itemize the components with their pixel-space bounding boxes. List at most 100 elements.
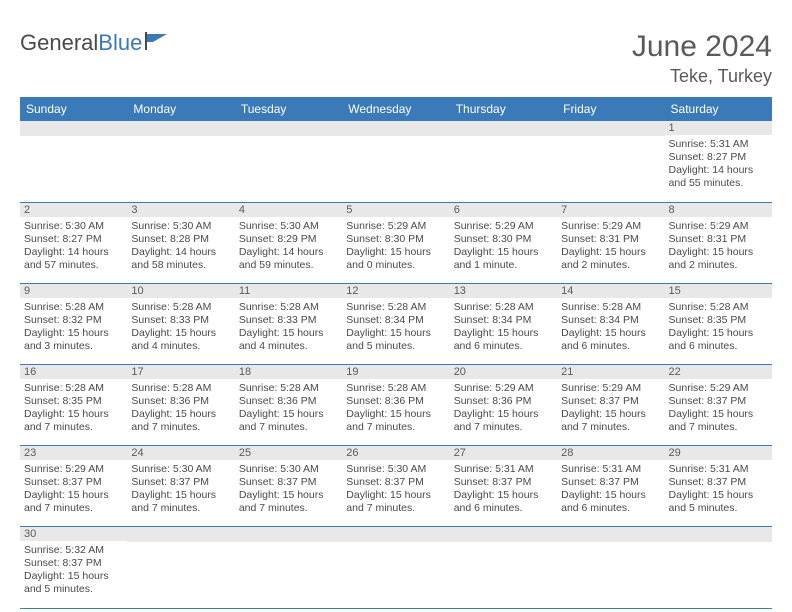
day-info: Sunrise: 5:31 AMSunset: 8:37 PMDaylight:… xyxy=(561,462,660,516)
calendar-page: GeneralBlue June 2024 Teke, Turkey Sunda… xyxy=(0,0,792,609)
day-number xyxy=(127,527,234,542)
day-content xyxy=(342,542,449,608)
day-info: Sunrise: 5:28 AMSunset: 8:33 PMDaylight:… xyxy=(131,300,230,354)
day-content xyxy=(235,542,342,608)
day-info: Sunrise: 5:29 AMSunset: 8:30 PMDaylight:… xyxy=(454,219,553,273)
calendar-row: 16 Sunrise: 5:28 AMSunset: 8:35 PMDayligh… xyxy=(20,365,772,446)
calendar-cell: 4Sunrise: 5:30 AMSunset: 8:29 PMDaylight… xyxy=(235,203,342,284)
day-info: Sunrise: 5:29 AMSunset: 8:36 PMDaylight:… xyxy=(454,381,553,435)
day-number: 27 xyxy=(450,446,557,460)
calendar-cell: 10 Sunrise: 5:28 AMSunset: 8:33 PMDayligh… xyxy=(127,284,234,365)
day-number: 2 xyxy=(20,203,127,217)
day-number: 1 xyxy=(665,121,772,135)
day-content: Sunrise: 5:31 AMSunset: 8:37 PMDaylight:… xyxy=(557,460,664,526)
calendar-cell: 25 Sunrise: 5:30 AMSunset: 8:37 PMDayligh… xyxy=(235,446,342,527)
day-info: Sunrise: 5:31 AMSunset: 8:27 PMDaylight:… xyxy=(669,137,768,191)
day-content: Sunrise: 5:32 AMSunset: 8:37 PMDaylight:… xyxy=(20,541,127,607)
day-info: Sunrise: 5:28 AMSunset: 8:32 PMDaylight:… xyxy=(24,300,123,354)
day-content: Sunrise: 5:28 AMSunset: 8:35 PMDaylight:… xyxy=(20,379,127,445)
day-number: 14 xyxy=(557,284,664,298)
day-content: Sunrise: 5:29 AMSunset: 8:31 PMDaylight:… xyxy=(557,217,664,283)
day-number: 21 xyxy=(557,365,664,379)
calendar-cell xyxy=(557,527,664,609)
day-number: 9 xyxy=(20,284,127,298)
calendar-cell xyxy=(20,121,127,203)
day-number: 29 xyxy=(665,446,772,460)
calendar-cell xyxy=(235,121,342,203)
calendar-cell xyxy=(450,121,557,203)
calendar-cell: 7 Sunrise: 5:29 AMSunset: 8:31 PMDaylight… xyxy=(557,203,664,284)
day-info: Sunrise: 5:29 AMSunset: 8:31 PMDaylight:… xyxy=(561,219,660,273)
calendar-cell xyxy=(127,527,234,609)
day-content xyxy=(450,542,557,608)
day-content: Sunrise: 5:29 AMSunset: 8:30 PMDaylight:… xyxy=(342,217,449,283)
day-info: Sunrise: 5:30 AMSunset: 8:37 PMDaylight:… xyxy=(239,462,338,516)
day-number: 5 xyxy=(342,203,449,217)
day-info: Sunrise: 5:31 AMSunset: 8:37 PMDaylight:… xyxy=(669,462,768,516)
location: Teke, Turkey xyxy=(632,66,772,87)
day-content: Sunrise: 5:31 AMSunset: 8:27 PMDaylight:… xyxy=(665,135,772,201)
calendar-cell: 11Sunrise: 5:28 AMSunset: 8:33 PMDayligh… xyxy=(235,284,342,365)
day-info: Sunrise: 5:28 AMSunset: 8:36 PMDaylight:… xyxy=(346,381,445,435)
day-info: Sunrise: 5:32 AMSunset: 8:37 PMDaylight:… xyxy=(24,543,123,597)
day-info: Sunrise: 5:28 AMSunset: 8:34 PMDaylight:… xyxy=(454,300,553,354)
day-info: Sunrise: 5:28 AMSunset: 8:34 PMDaylight:… xyxy=(346,300,445,354)
calendar-cell: 6Sunrise: 5:29 AMSunset: 8:30 PMDaylight… xyxy=(450,203,557,284)
weekday-monday: Monday xyxy=(127,97,234,121)
day-info: Sunrise: 5:30 AMSunset: 8:27 PMDaylight:… xyxy=(24,219,123,273)
day-number: 30 xyxy=(20,527,127,541)
day-info: Sunrise: 5:28 AMSunset: 8:35 PMDaylight:… xyxy=(24,381,123,435)
day-content: Sunrise: 5:30 AMSunset: 8:29 PMDaylight:… xyxy=(235,217,342,283)
day-number: 24 xyxy=(127,446,234,460)
day-content: Sunrise: 5:28 AMSunset: 8:33 PMDaylight:… xyxy=(235,298,342,364)
day-number: 22 xyxy=(665,365,772,379)
day-number: 16 xyxy=(20,365,127,379)
calendar-cell xyxy=(557,121,664,203)
calendar-cell: 3Sunrise: 5:30 AMSunset: 8:28 PMDaylight… xyxy=(127,203,234,284)
calendar-cell: 17Sunrise: 5:28 AMSunset: 8:36 PMDayligh… xyxy=(127,365,234,446)
day-info: Sunrise: 5:31 AMSunset: 8:37 PMDaylight:… xyxy=(454,462,553,516)
day-content: Sunrise: 5:28 AMSunset: 8:36 PMDaylight:… xyxy=(342,379,449,445)
calendar-cell: 26Sunrise: 5:30 AMSunset: 8:37 PMDayligh… xyxy=(342,446,449,527)
calendar-cell: 30 Sunrise: 5:32 AMSunset: 8:37 PMDayligh… xyxy=(20,527,127,609)
calendar-cell: 21Sunrise: 5:29 AMSunset: 8:37 PMDayligh… xyxy=(557,365,664,446)
title-block: June 2024 Teke, Turkey xyxy=(632,30,772,87)
day-number: 13 xyxy=(450,284,557,298)
day-number xyxy=(665,527,772,542)
calendar-cell: 12Sunrise: 5:28 AMSunset: 8:34 PMDayligh… xyxy=(342,284,449,365)
calendar-cell: 16 Sunrise: 5:28 AMSunset: 8:35 PMDayligh… xyxy=(20,365,127,446)
calendar-cell: 29 Sunrise: 5:31 AMSunset: 8:37 PMDayligh… xyxy=(665,446,772,527)
logo-text-2: Blue xyxy=(98,30,142,56)
calendar-cell xyxy=(342,527,449,609)
day-content: Sunrise: 5:28 AMSunset: 8:34 PMDaylight:… xyxy=(557,298,664,364)
day-content: Sunrise: 5:28 AMSunset: 8:35 PMDaylight:… xyxy=(665,298,772,364)
day-number xyxy=(235,121,342,136)
day-content: Sunrise: 5:31 AMSunset: 8:37 PMDaylight:… xyxy=(665,460,772,526)
day-content: Sunrise: 5:28 AMSunset: 8:33 PMDaylight:… xyxy=(127,298,234,364)
day-info: Sunrise: 5:28 AMSunset: 8:33 PMDaylight:… xyxy=(239,300,338,354)
day-content: Sunrise: 5:28 AMSunset: 8:34 PMDaylight:… xyxy=(342,298,449,364)
day-number xyxy=(557,527,664,542)
day-content xyxy=(557,136,664,202)
day-number: 19 xyxy=(342,365,449,379)
day-number: 10 xyxy=(127,284,234,298)
day-content: Sunrise: 5:29 AMSunset: 8:37 PMDaylight:… xyxy=(20,460,127,526)
day-content: Sunrise: 5:29 AMSunset: 8:31 PMDaylight:… xyxy=(665,217,772,283)
day-content: Sunrise: 5:30 AMSunset: 8:37 PMDaylight:… xyxy=(127,460,234,526)
day-content: Sunrise: 5:30 AMSunset: 8:37 PMDaylight:… xyxy=(342,460,449,526)
calendar-row: 2 Sunrise: 5:30 AMSunset: 8:27 PMDaylight… xyxy=(20,203,772,284)
calendar-cell xyxy=(665,527,772,609)
day-info: Sunrise: 5:28 AMSunset: 8:36 PMDaylight:… xyxy=(131,381,230,435)
weekday-saturday: Saturday xyxy=(665,97,772,121)
day-number: 25 xyxy=(235,446,342,460)
day-info: Sunrise: 5:30 AMSunset: 8:37 PMDaylight:… xyxy=(131,462,230,516)
month-title: June 2024 xyxy=(632,30,772,64)
calendar-cell: 28Sunrise: 5:31 AMSunset: 8:37 PMDayligh… xyxy=(557,446,664,527)
day-info: Sunrise: 5:28 AMSunset: 8:34 PMDaylight:… xyxy=(561,300,660,354)
day-number: 7 xyxy=(557,203,664,217)
header: GeneralBlue June 2024 Teke, Turkey xyxy=(20,30,772,87)
day-info: Sunrise: 5:30 AMSunset: 8:29 PMDaylight:… xyxy=(239,219,338,273)
calendar-cell xyxy=(127,121,234,203)
calendar-cell: 8Sunrise: 5:29 AMSunset: 8:31 PMDaylight… xyxy=(665,203,772,284)
day-info: Sunrise: 5:28 AMSunset: 8:36 PMDaylight:… xyxy=(239,381,338,435)
